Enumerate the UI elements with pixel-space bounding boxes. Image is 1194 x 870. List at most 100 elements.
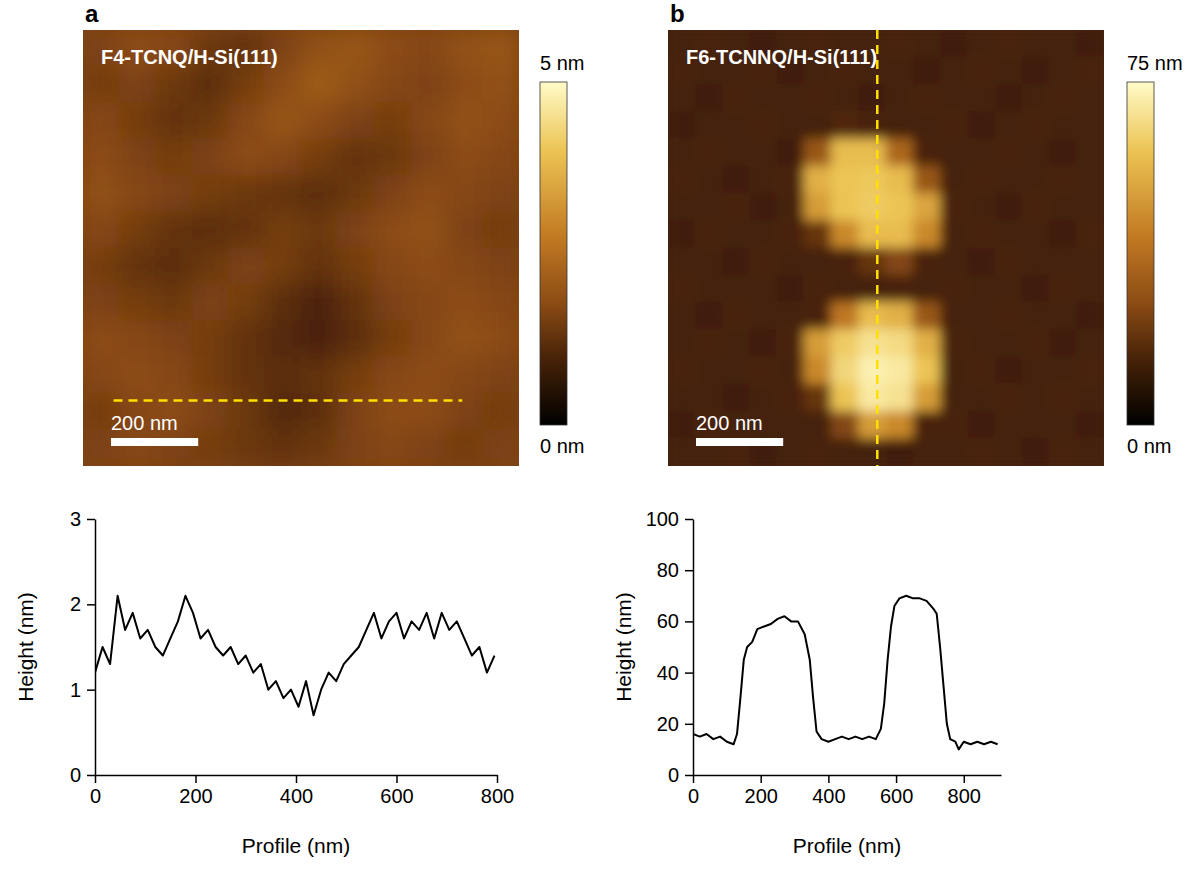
cell bbox=[995, 411, 1023, 439]
tick-mark bbox=[87, 689, 95, 691]
cell bbox=[995, 30, 1023, 58]
cell bbox=[192, 248, 229, 285]
cell bbox=[722, 384, 750, 412]
cell bbox=[940, 248, 968, 276]
cell bbox=[301, 357, 338, 394]
tick: 80 bbox=[657, 559, 693, 581]
tick-label: 0 bbox=[688, 785, 699, 807]
tick-label: 1 bbox=[70, 679, 81, 701]
cell bbox=[301, 248, 338, 285]
cell bbox=[940, 411, 968, 439]
cell bbox=[804, 411, 832, 439]
axis-line bbox=[95, 520, 97, 776]
cell bbox=[886, 84, 914, 112]
cell bbox=[913, 302, 941, 330]
cell bbox=[831, 139, 859, 167]
cell bbox=[337, 284, 374, 321]
cell bbox=[831, 438, 859, 466]
cell bbox=[1076, 111, 1104, 139]
cell bbox=[264, 357, 301, 394]
cell bbox=[373, 357, 410, 394]
cell bbox=[967, 166, 995, 194]
cell bbox=[749, 220, 777, 248]
image-area bbox=[668, 30, 1104, 466]
cell bbox=[749, 139, 777, 167]
cell bbox=[967, 357, 995, 385]
cell bbox=[831, 329, 859, 357]
cell bbox=[264, 248, 301, 285]
tick: 3 bbox=[70, 508, 95, 530]
cell bbox=[722, 139, 750, 167]
image-title: F4-TCNQ/H-Si(111) bbox=[101, 46, 278, 68]
tick-label: 800 bbox=[481, 785, 514, 807]
cell bbox=[1022, 220, 1050, 248]
cell bbox=[858, 84, 886, 112]
cell bbox=[804, 384, 832, 412]
cell bbox=[192, 357, 229, 394]
cell bbox=[155, 320, 192, 357]
cell bbox=[1049, 411, 1077, 439]
cell bbox=[886, 57, 914, 85]
tick-label: 200 bbox=[745, 785, 778, 807]
cell bbox=[831, 84, 859, 112]
cell bbox=[482, 248, 519, 285]
x-axis: 0200400600800 bbox=[688, 775, 1002, 807]
cell bbox=[1076, 220, 1104, 248]
cell bbox=[777, 111, 805, 139]
cell bbox=[373, 102, 410, 139]
cell bbox=[264, 139, 301, 176]
cell bbox=[940, 84, 968, 112]
cell bbox=[1049, 329, 1077, 357]
cell bbox=[995, 357, 1023, 385]
cell bbox=[337, 357, 374, 394]
cell bbox=[410, 320, 447, 357]
cell bbox=[940, 357, 968, 385]
cell bbox=[264, 66, 301, 103]
cell bbox=[337, 393, 374, 430]
cell bbox=[119, 284, 156, 321]
cell bbox=[831, 411, 859, 439]
cell bbox=[373, 30, 410, 67]
cell bbox=[228, 248, 265, 285]
cell bbox=[1022, 193, 1050, 221]
cell bbox=[668, 139, 696, 167]
cell bbox=[1022, 275, 1050, 303]
cell bbox=[831, 357, 859, 385]
cell bbox=[373, 320, 410, 357]
tick-label: 60 bbox=[657, 610, 679, 632]
tick-mark bbox=[685, 621, 693, 623]
cell bbox=[722, 84, 750, 112]
cell bbox=[913, 275, 941, 303]
cell bbox=[155, 248, 192, 285]
cell bbox=[1076, 248, 1104, 276]
cell bbox=[722, 111, 750, 139]
x-axis: 0200400600800 bbox=[90, 775, 514, 807]
cell bbox=[301, 102, 338, 139]
y-axis-title: Height (nm) bbox=[14, 592, 37, 702]
cell bbox=[155, 102, 192, 139]
cell bbox=[940, 275, 968, 303]
cell bbox=[1076, 438, 1104, 466]
cell bbox=[301, 429, 338, 466]
cell bbox=[831, 384, 859, 412]
cell bbox=[228, 284, 265, 321]
cell bbox=[858, 438, 886, 466]
x-axis-title: Profile (nm) bbox=[242, 834, 351, 857]
cell bbox=[913, 84, 941, 112]
cell bbox=[373, 66, 410, 103]
cell bbox=[264, 284, 301, 321]
cell bbox=[1049, 139, 1077, 167]
tick-mark bbox=[396, 775, 398, 783]
cell bbox=[228, 102, 265, 139]
cell bbox=[1022, 166, 1050, 194]
cell bbox=[446, 393, 483, 430]
cell bbox=[264, 175, 301, 212]
cell bbox=[482, 66, 519, 103]
y-axis: 0123 bbox=[70, 508, 96, 786]
cell bbox=[1022, 357, 1050, 385]
cell bbox=[995, 384, 1023, 412]
cell bbox=[668, 275, 696, 303]
cell bbox=[1076, 384, 1104, 412]
cell bbox=[373, 284, 410, 321]
cell bbox=[695, 139, 723, 167]
